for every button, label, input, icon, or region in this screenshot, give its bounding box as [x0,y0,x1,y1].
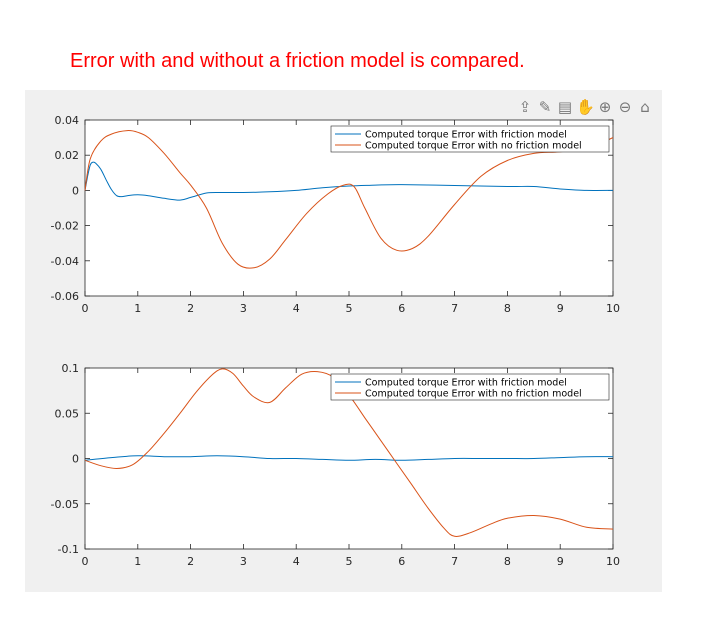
y-tick-label: 0.05 [55,407,80,420]
x-tick-label: 10 [606,302,620,315]
pan-icon[interactable]: ✋ [576,98,595,116]
legend-label: Computed torque Error with friction mode… [365,378,567,389]
zoom-out-icon[interactable]: ⊖ [618,98,632,116]
series-line-2 [84,368,614,537]
x-tick-label: 4 [293,302,300,315]
x-tick-label: 1 [134,555,141,568]
x-tick-label: 7 [451,302,458,315]
series-line-1 [84,455,614,461]
zoom-in-icon[interactable]: ⊕ [598,98,612,116]
x-tick-label: 2 [187,555,194,568]
y-tick-label: -0.05 [51,498,79,511]
chart-1: 0 1 2 3 4 5 6 7 8 9 10 -0.06 -0.04 -0.02 0 0.02 0.04 Comp… [51,114,620,315]
y-tick-label: -0.02 [51,220,79,233]
series-line-2 [84,130,614,269]
legend: Computed torque Error with friction mode… [330,373,610,401]
y-tick-label: 0.02 [55,149,80,162]
y-tick-label: 0.1 [62,362,80,375]
legend-box [330,125,610,153]
x-tick-label: 4 [293,555,300,568]
x-tick-label: 6 [398,302,405,315]
legend-label: Computed torque Error with no friction m… [365,389,582,400]
caption: Error with and without a friction model … [70,50,525,72]
x-tick-label: 0 [82,302,89,315]
x-tick-label: 8 [504,302,511,315]
x-tick-label: 3 [240,555,247,568]
export-icon[interactable]: ⇪ [518,98,532,116]
y-tick-label: 0 [72,453,79,466]
figure-toolbar: ⇪ ✎ ▤ ✋ ⊕ ⊖ ⌂ [516,98,654,116]
data-tips-icon[interactable]: ▤ [557,98,573,116]
y-tick-label: -0.06 [51,290,79,303]
x-tick-label: 10 [606,555,620,568]
series-line-1 [84,161,614,201]
y-tick-label: 0 [72,184,79,197]
x-tick-label: 5 [346,302,353,315]
y-tick-label: 0.04 [55,114,80,127]
home-icon[interactable]: ⌂ [640,98,650,116]
x-tick-label: 3 [240,302,247,315]
x-tick-label: 6 [398,555,405,568]
x-tick-label: 9 [557,302,564,315]
x-tick-label: 5 [346,555,353,568]
legend-box [330,373,610,401]
x-tick-label: 9 [557,555,564,568]
x-tick-label: 2 [187,302,194,315]
x-tick-label: 1 [134,302,141,315]
x-tick-label: 7 [451,555,458,568]
x-tick-label: 0 [82,555,89,568]
legend-label: Computed torque Error with no friction m… [365,141,582,152]
chart-2: 0 1 2 3 4 5 6 7 8 9 10 -0.1 -0.05 0 0.05 0.1 Computed to… [51,362,620,568]
y-tick-label: -0.1 [58,543,79,556]
y-tick-label: -0.04 [51,255,79,268]
legend: Computed torque Error with friction mode… [330,125,610,153]
legend-label: Computed torque Error with friction mode… [365,130,567,141]
brush-icon[interactable]: ✎ [538,98,552,116]
x-tick-label: 8 [504,555,511,568]
